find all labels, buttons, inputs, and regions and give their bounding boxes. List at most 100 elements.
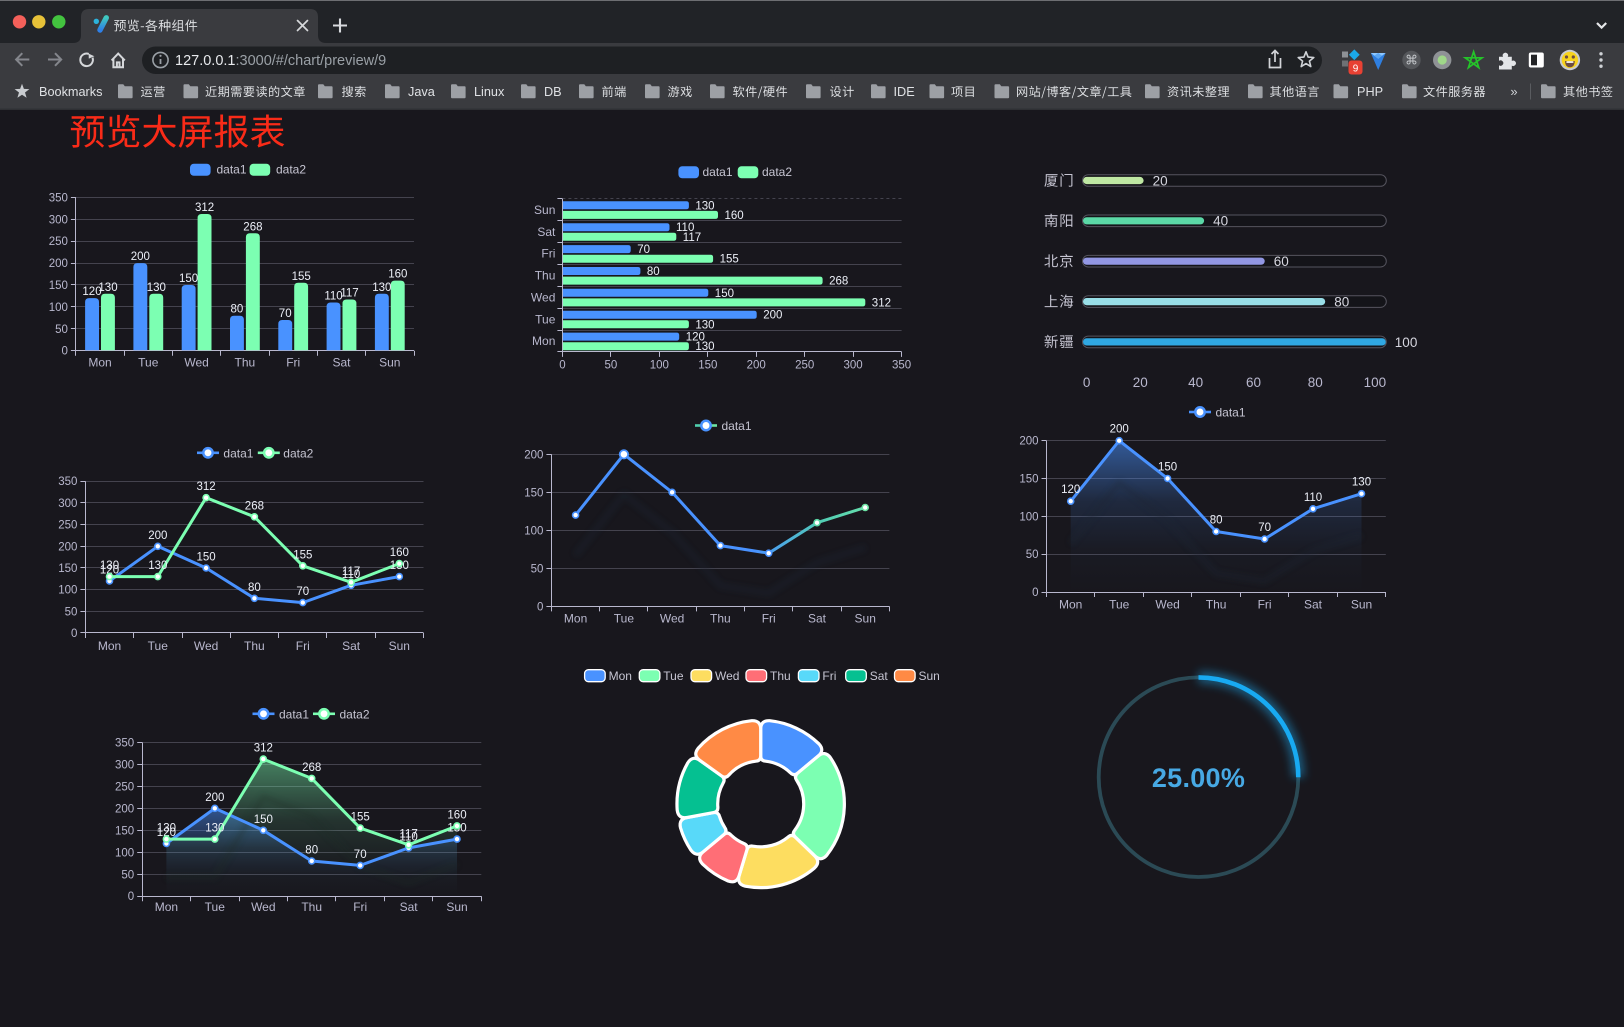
svg-text:50: 50: [1026, 549, 1039, 561]
svg-text:Sun: Sun: [919, 669, 940, 683]
svg-text:117: 117: [399, 828, 417, 840]
svg-text:Sat: Sat: [537, 225, 556, 239]
svg-text:60: 60: [1246, 375, 1261, 390]
svg-text:0: 0: [1083, 375, 1091, 390]
svg-text:150: 150: [1158, 462, 1177, 474]
svg-text:Sat: Sat: [1304, 598, 1323, 612]
svg-text:50: 50: [605, 360, 618, 372]
svg-text:Tue: Tue: [205, 900, 226, 914]
svg-text:50: 50: [65, 606, 78, 618]
svg-text:Wed: Wed: [184, 356, 208, 370]
svg-text:250: 250: [115, 781, 134, 793]
svg-text:data2: data2: [762, 165, 792, 179]
svg-text:150: 150: [197, 552, 216, 564]
svg-text:150: 150: [254, 814, 273, 826]
svg-text:Thu: Thu: [710, 612, 731, 626]
svg-text:130: 130: [205, 823, 224, 835]
svg-text:20: 20: [1153, 173, 1168, 188]
svg-text:150: 150: [49, 280, 68, 292]
svg-text:Mon: Mon: [1059, 598, 1082, 612]
svg-text:0: 0: [537, 601, 543, 613]
svg-text:130: 130: [695, 319, 714, 331]
svg-text:150: 150: [698, 360, 717, 372]
svg-text:120: 120: [100, 565, 119, 577]
svg-text:250: 250: [58, 520, 77, 532]
svg-text:155: 155: [351, 812, 370, 824]
svg-text:data1: data1: [223, 447, 253, 461]
svg-text:100: 100: [49, 302, 68, 314]
svg-text:100: 100: [115, 847, 134, 859]
svg-text:9: 9: [1353, 64, 1359, 75]
svg-text:130: 130: [147, 282, 166, 294]
svg-text:20: 20: [1133, 375, 1148, 390]
svg-text:80: 80: [1308, 375, 1323, 390]
svg-text:100: 100: [1395, 335, 1418, 350]
svg-text:⌘: ⌘: [1405, 53, 1418, 68]
svg-text:DB: DB: [544, 85, 562, 99]
svg-text:Tue: Tue: [663, 669, 684, 683]
svg-text:0: 0: [61, 346, 67, 358]
svg-text:200: 200: [49, 258, 68, 270]
svg-text:200: 200: [115, 803, 134, 815]
svg-text:Wed: Wed: [251, 900, 275, 914]
svg-text:Sun: Sun: [379, 356, 400, 370]
svg-text:Fri: Fri: [353, 900, 367, 914]
svg-text:Sat: Sat: [342, 639, 361, 653]
svg-text:data2: data2: [283, 447, 313, 461]
svg-text:40: 40: [1188, 375, 1203, 390]
svg-text:250: 250: [795, 360, 814, 372]
svg-text:Wed: Wed: [531, 290, 555, 304]
svg-text:150: 150: [1019, 474, 1038, 486]
svg-text:Tue: Tue: [1109, 598, 1130, 612]
svg-text:312: 312: [195, 202, 214, 214]
svg-text:Mon: Mon: [88, 356, 111, 370]
svg-text:Fri: Fri: [822, 669, 836, 683]
svg-text:150: 150: [115, 825, 134, 837]
svg-text:130: 130: [157, 823, 176, 835]
svg-text:data1: data1: [1216, 406, 1246, 420]
svg-text:130: 130: [148, 560, 167, 572]
svg-text:25.00%: 25.00%: [1152, 763, 1245, 793]
svg-text:Thu: Thu: [244, 639, 265, 653]
svg-text:0: 0: [1032, 587, 1038, 599]
svg-text:Sun: Sun: [534, 203, 555, 217]
svg-text:350: 350: [49, 192, 68, 204]
svg-text:Tue: Tue: [614, 612, 635, 626]
svg-text:PHP: PHP: [1357, 85, 1383, 99]
svg-text:70: 70: [637, 244, 650, 256]
svg-text:Thu: Thu: [235, 356, 256, 370]
svg-text:Fri: Fri: [1258, 598, 1272, 612]
svg-text:117: 117: [340, 288, 358, 300]
svg-text:155: 155: [293, 549, 312, 561]
svg-text:200: 200: [1019, 436, 1038, 448]
svg-text:60: 60: [1274, 254, 1289, 269]
svg-text:100: 100: [1019, 511, 1038, 523]
svg-text:117: 117: [683, 232, 701, 244]
svg-text:Fri: Fri: [541, 247, 555, 261]
svg-text:120: 120: [82, 286, 101, 298]
svg-text:110: 110: [342, 569, 360, 581]
svg-text:Mon: Mon: [564, 612, 587, 626]
svg-text:200: 200: [524, 449, 543, 461]
svg-text:130: 130: [695, 341, 714, 353]
svg-text:Fri: Fri: [286, 356, 300, 370]
svg-text:Mon: Mon: [532, 334, 555, 348]
svg-text:130: 130: [1352, 477, 1371, 489]
svg-text:200: 200: [58, 541, 77, 553]
svg-text:Wed: Wed: [715, 669, 739, 683]
svg-text:Mon: Mon: [98, 639, 121, 653]
svg-text:155: 155: [292, 271, 311, 283]
svg-text:Thu: Thu: [1206, 598, 1227, 612]
svg-text:0: 0: [71, 628, 77, 640]
svg-text:160: 160: [390, 547, 409, 559]
svg-text:70: 70: [279, 308, 292, 320]
svg-text:312: 312: [254, 743, 273, 755]
svg-text:Wed: Wed: [194, 639, 218, 653]
svg-text:120: 120: [686, 332, 705, 344]
svg-text:300: 300: [58, 498, 77, 510]
svg-text:Thu: Thu: [770, 669, 791, 683]
svg-text:127.0.0.1:3000/#/chart/preview: 127.0.0.1:3000/#/chart/preview/9: [175, 53, 386, 69]
svg-text:data1: data1: [217, 163, 247, 177]
svg-text:130: 130: [372, 282, 391, 294]
svg-text:100: 100: [524, 525, 543, 537]
